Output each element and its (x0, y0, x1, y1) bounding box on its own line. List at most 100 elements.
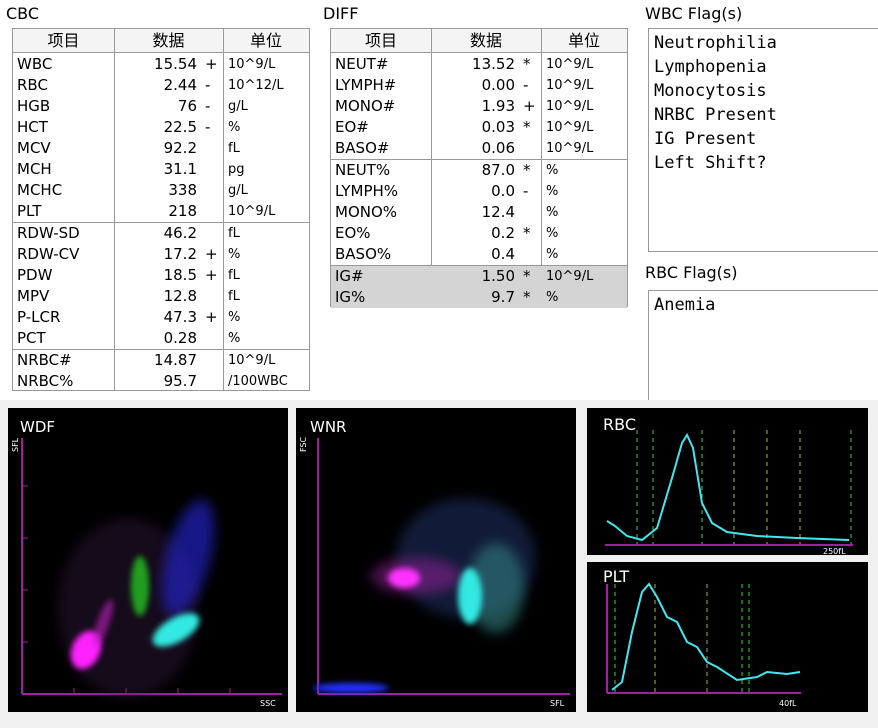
item-value: 12.8 (163, 287, 197, 305)
item-name: MCHC (17, 181, 63, 199)
item-unit: 10^9/L (228, 57, 276, 72)
item-value: 31.1 (163, 160, 197, 178)
y-axis-label: SFL (11, 437, 20, 452)
flag-item: Lymphopenia (654, 57, 767, 77)
item-flag: * (523, 55, 531, 73)
item-value: 76 (177, 97, 197, 115)
item-flag: + (205, 308, 218, 326)
column-header: 项目 (47, 31, 80, 50)
item-name: MONO# (335, 97, 396, 115)
item-value: 0.28 (163, 329, 197, 347)
item-value: 46.2 (163, 224, 197, 242)
item-unit: % (546, 205, 559, 220)
flag-item: NRBC Present (654, 105, 777, 125)
cell-clusters (58, 499, 215, 698)
x-axis-label: SSC (260, 699, 276, 708)
item-name: NRBC% (17, 372, 74, 390)
item-name: RDW-SD (17, 224, 80, 242)
flag-item: Left Shift? (654, 153, 767, 173)
item-unit: 10^9/L (546, 57, 594, 72)
axis-ticks (22, 485, 231, 694)
group-divider (13, 349, 309, 350)
item-value: 0.4 (491, 245, 515, 263)
item-name: P-LCR (17, 308, 61, 326)
column-header: 数据 (152, 31, 185, 50)
item-unit: g/L (228, 183, 248, 198)
header-row (13, 29, 309, 53)
item-value: 92.2 (163, 139, 197, 157)
group-divider (331, 265, 627, 266)
item-flag: * (523, 224, 531, 242)
item-value: 22.5 (163, 118, 197, 136)
cbc-title: CBC (6, 4, 40, 23)
item-unit: 10^9/L (546, 269, 594, 284)
item-value: 0.03 (481, 118, 515, 136)
rbc-flags: Anemia (648, 290, 878, 402)
item-unit: fL (228, 289, 240, 304)
item-value: 18.5 (163, 266, 197, 284)
y-axis-label: FSC (299, 436, 308, 452)
item-flag: + (205, 266, 218, 284)
item-unit: % (546, 184, 559, 199)
results-area: CBC DIFF 项目 数据 单位 WBC 15.54 +10^9/L RBC 2.44-10… (6, 4, 878, 402)
item-unit: 10^9/L (546, 120, 594, 135)
axes (606, 584, 801, 694)
item-unit: % (228, 331, 241, 346)
item-flag: + (205, 55, 218, 73)
x-axis-label: 40fL (779, 699, 797, 708)
item-flag: - (205, 118, 211, 136)
item-unit: 10^12/L (228, 78, 284, 93)
item-unit: % (546, 226, 559, 241)
item-name: BASO% (335, 245, 392, 263)
item-value: 1.93 (481, 97, 515, 115)
item-value: 338 (168, 181, 197, 199)
item-flag: - (523, 182, 529, 200)
column-header: 单位 (249, 31, 282, 50)
column-divider (114, 29, 115, 390)
column-divider (431, 29, 432, 306)
item-value: 17.2 (163, 245, 197, 263)
flag-item: Neutrophilia (654, 33, 777, 53)
diff-title: DIFF (323, 4, 359, 23)
column-divider (541, 29, 542, 306)
item-value: 0.06 (481, 139, 515, 157)
curve (611, 582, 801, 691)
axes (317, 438, 570, 695)
item-name: MONO% (335, 203, 398, 221)
item-name: LYMPH% (335, 182, 399, 200)
hist-title: RBC (603, 415, 636, 434)
item-name: MCH (17, 160, 52, 178)
item-value: 95.7 (163, 372, 197, 390)
item-value: 1.50 (481, 267, 515, 285)
curve (606, 432, 850, 542)
rbc-histogram: RBC 250fL (587, 408, 868, 555)
flag-item: Anemia (654, 295, 716, 315)
item-value: 13.52 (472, 55, 515, 73)
item-flag: * (523, 267, 531, 285)
item-name: LYMPH# (335, 76, 397, 94)
item-unit: pg (228, 162, 245, 177)
item-name: RBC (17, 76, 48, 94)
wdf-plot: WDF SFL SSC (8, 408, 288, 712)
item-name: NEUT% (335, 161, 391, 179)
item-value: 87.0 (481, 161, 515, 179)
item-unit: % (228, 247, 241, 262)
cell-clusters (313, 498, 536, 693)
group-divider (331, 159, 627, 160)
item-unit: /100WBC (228, 374, 288, 389)
item-flag: * (523, 161, 531, 179)
discriminators (636, 430, 852, 545)
plot-title: WDF (20, 418, 55, 436)
item-flag: - (523, 76, 529, 94)
group-divider (13, 222, 309, 223)
item-value: 12.4 (481, 203, 515, 221)
item-flag: - (205, 76, 211, 94)
item-name: RDW-CV (17, 245, 80, 263)
plot-title: WNR (310, 418, 346, 436)
item-name: PDW (17, 266, 53, 284)
item-name: HGB (17, 97, 51, 115)
item-name: HCT (17, 118, 48, 136)
rbc-flags-title: RBC Flag(s) (645, 263, 738, 282)
item-name: MPV (17, 287, 50, 305)
item-value: 9.7 (491, 288, 515, 306)
